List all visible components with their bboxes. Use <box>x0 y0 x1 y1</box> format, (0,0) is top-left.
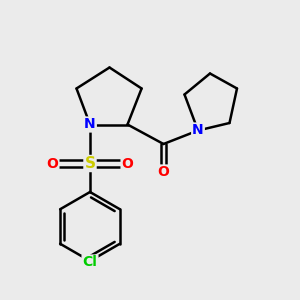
Text: S: S <box>85 156 95 171</box>
Text: Cl: Cl <box>82 256 98 269</box>
Text: O: O <box>46 157 58 170</box>
Text: N: N <box>84 118 96 131</box>
Text: O: O <box>122 157 134 170</box>
Text: O: O <box>158 166 169 179</box>
Text: N: N <box>192 124 204 137</box>
